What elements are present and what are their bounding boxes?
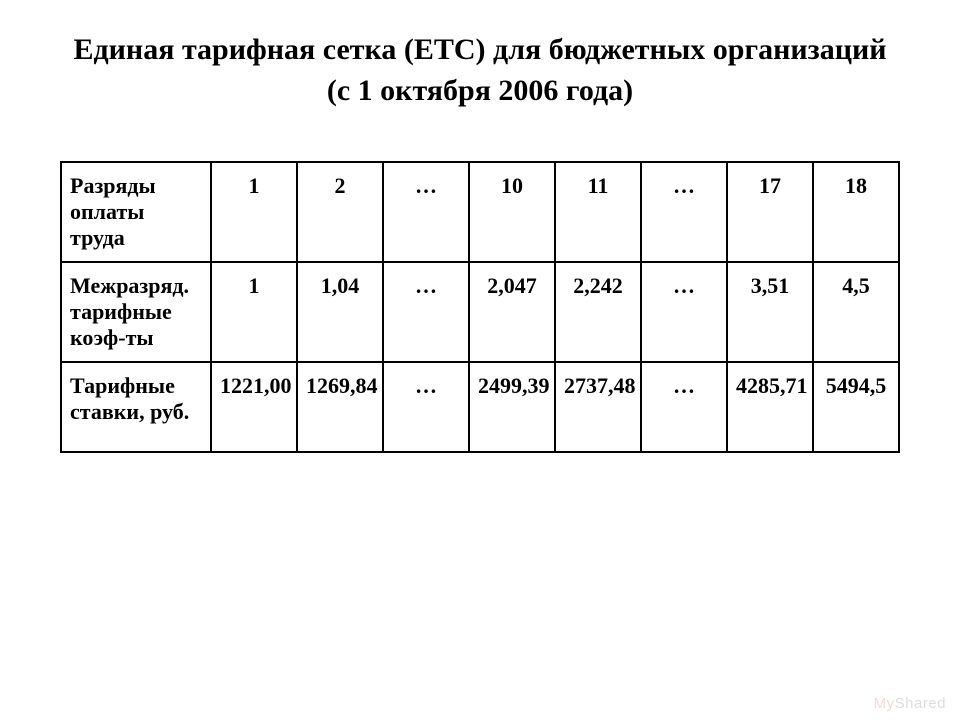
cell: 1,04: [297, 262, 383, 362]
cell: 1221,00: [211, 362, 297, 452]
cell: 5494,5: [813, 362, 899, 452]
cell: …: [641, 262, 727, 362]
label-line: оплаты: [70, 199, 202, 225]
table-row: Разряды оплаты труда 1 2 … 10 11 … 17 18: [61, 162, 899, 262]
cell: 11: [555, 162, 641, 262]
cell: 4,5: [813, 262, 899, 362]
table-row: Межразряд. тарифные коэф-ты 1 1,04 … 2,0…: [61, 262, 899, 362]
cell: …: [383, 162, 469, 262]
cell: 1269,84: [297, 362, 383, 452]
row-label: Межразряд. тарифные коэф-ты: [61, 262, 211, 362]
cell: 4285,71: [727, 362, 813, 452]
table-row: Тарифные ставки, руб. 1221,00 1269,84 … …: [61, 362, 899, 452]
cell: 2: [297, 162, 383, 262]
cell: …: [641, 362, 727, 452]
label-line: Межразряд. тарифные: [70, 273, 202, 325]
slide: Единая тарифная сетка (ЕТС) для бюджетны…: [0, 0, 960, 720]
row-label: Разряды оплаты труда: [61, 162, 211, 262]
cell: 2,242: [555, 262, 641, 362]
cell: 3,51: [727, 262, 813, 362]
cell: …: [641, 162, 727, 262]
cell: 18: [813, 162, 899, 262]
page-title: Единая тарифная сетка (ЕТС) для бюджетны…: [60, 30, 900, 111]
tariff-table: Разряды оплаты труда 1 2 … 10 11 … 17 18…: [60, 161, 900, 453]
cell: 2737,48: [555, 362, 641, 452]
cell: …: [383, 262, 469, 362]
watermark-prefix: My: [874, 695, 895, 712]
label-line: ставки, руб.: [70, 399, 202, 425]
cell: 1: [211, 162, 297, 262]
label-line: коэф-ты: [70, 325, 202, 351]
watermark-suffix: Shared: [895, 695, 946, 712]
cell: 2499,39: [469, 362, 555, 452]
watermark: MyShared: [874, 695, 946, 712]
cell: 10: [469, 162, 555, 262]
cell: 2,047: [469, 262, 555, 362]
label-line: Разряды: [70, 173, 202, 199]
label-line: Тарифные: [70, 373, 202, 399]
cell: …: [383, 362, 469, 452]
cell: 17: [727, 162, 813, 262]
row-label: Тарифные ставки, руб.: [61, 362, 211, 452]
label-line: труда: [70, 225, 202, 251]
cell: 1: [211, 262, 297, 362]
